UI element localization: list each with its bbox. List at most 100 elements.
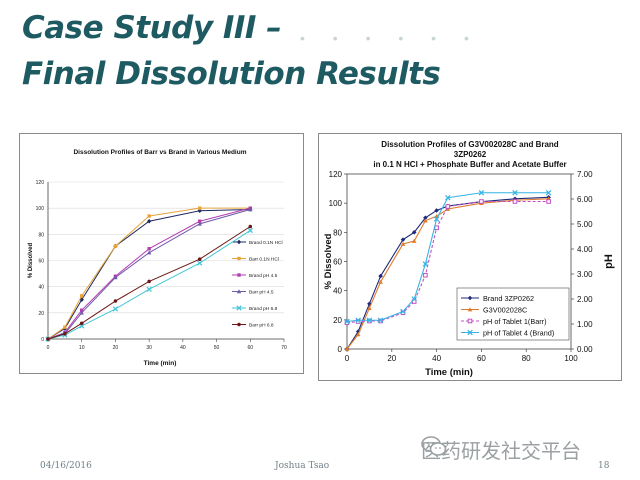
watermark: 医药研发社交平台 (421, 435, 581, 464)
data-point (400, 308, 406, 315)
chart-title-line: in 0.1 N HCl + Phosphate Buffer and Acet… (373, 160, 566, 169)
legend-label: Brand 3ZP0262 (483, 294, 534, 303)
legend-label: Barr 0.1N HCl (249, 257, 279, 263)
data-point (198, 206, 202, 210)
data-point (247, 227, 253, 234)
legend-marker (236, 289, 242, 294)
data-point (512, 199, 518, 204)
x-tick-label: 100 (564, 354, 578, 363)
data-point (423, 218, 428, 223)
legend-label: Barr pH 6.8 (249, 323, 274, 329)
y-axis-label: % Dissolved (28, 242, 34, 278)
y2-tick-label: 3.00 (577, 270, 593, 279)
data-point (248, 207, 253, 212)
legend-marker (467, 329, 473, 336)
y-tick-label: 60 (333, 258, 342, 267)
data-point (445, 204, 451, 209)
chart-panel-barr-vs-brand: Dissolution Profiles of Barr vs Brand in… (19, 133, 304, 374)
x-tick-label: 0 (47, 345, 50, 351)
legend-box (456, 287, 570, 341)
y2-axis-label: pH (603, 254, 615, 269)
legend-label: Brand pH 6.8 (249, 306, 278, 312)
data-point (113, 299, 118, 303)
data-point (63, 332, 67, 336)
chart-title: Dissolution Profiles of Barr vs Brand in… (73, 149, 246, 156)
data-point (248, 224, 253, 229)
series-line (346, 196, 549, 350)
legend-marker (467, 295, 473, 301)
legend-marker (237, 273, 241, 277)
data-point (146, 286, 152, 292)
legend-marker (237, 322, 241, 327)
data-point (113, 275, 118, 280)
data-point (198, 219, 202, 223)
series-line (346, 192, 549, 323)
data-point (344, 318, 350, 325)
data-point (79, 321, 84, 326)
y2-tick-label: 0.00 (577, 345, 593, 354)
wechat-icon (421, 436, 447, 456)
legend-marker (237, 256, 241, 261)
data-point (355, 332, 361, 337)
y-tick-label: 120 (36, 180, 45, 186)
y-tick-label: 40 (38, 285, 44, 291)
y2-tick-label: 2.00 (577, 295, 593, 304)
series-line (47, 208, 251, 340)
data-point (197, 221, 202, 226)
data-point (478, 189, 485, 196)
y-tick-label: 80 (38, 232, 44, 238)
data-point (512, 189, 518, 196)
y-axis-label: % Dissolved (323, 233, 334, 289)
data-point (79, 297, 84, 302)
x-tick-label: 20 (387, 354, 396, 363)
data-point (79, 310, 84, 315)
x-tick-label: 0 (345, 354, 350, 363)
footer-presenter: Joshua Tsao (275, 461, 330, 471)
x-tick-label: 30 (146, 345, 152, 351)
data-point (112, 306, 119, 312)
series-line (47, 208, 251, 340)
footer-date: 04/16/2016 (40, 461, 92, 471)
x-tick-label: 40 (180, 345, 186, 351)
decorative-dots: • • • • • • (300, 30, 481, 46)
data-point (146, 250, 152, 255)
chart-title-line: 3ZP0262 (454, 150, 487, 159)
data-point (400, 237, 406, 242)
data-point (63, 325, 67, 329)
data-point (46, 337, 50, 341)
y-tick-label: 60 (38, 259, 44, 265)
y-tick-label: 100 (36, 206, 45, 212)
y2-tick-label: 4.00 (577, 245, 593, 254)
data-point (434, 225, 439, 231)
slide-title-line2: Final Dissolution Results (22, 56, 441, 92)
data-point (411, 238, 417, 243)
data-point (546, 199, 551, 204)
x-axis-label: Time (min) (425, 367, 473, 378)
data-point (423, 272, 428, 278)
y-tick-label: 40 (333, 287, 342, 296)
legend-label: G3V002028C (483, 306, 527, 315)
legend-marker (236, 305, 242, 311)
y-tick-label: 0 (338, 345, 343, 354)
y2-tick-label: 6.00 (577, 195, 593, 204)
data-point (197, 257, 202, 261)
data-point (400, 241, 406, 246)
data-point (367, 305, 372, 311)
chart-g3v-vs-brand: Dissolution Profiles of G3V002028C and B… (323, 140, 615, 378)
y-tick-label: 20 (333, 316, 342, 325)
series-line (47, 207, 251, 340)
data-point (146, 219, 152, 224)
x-tick-label: 20 (113, 345, 119, 351)
legend-marker (467, 307, 473, 312)
legend-label: Barr pH 4.5 (249, 290, 274, 296)
y2-tick-label: 7.00 (577, 170, 593, 179)
data-point (113, 244, 118, 248)
chart-title-line: Dissolution Profiles of G3V002028C and B… (381, 140, 558, 149)
legend-marker (236, 239, 242, 245)
data-point (545, 189, 552, 196)
data-point (423, 215, 428, 221)
x-tick-label: 80 (522, 354, 531, 363)
chart-panel-g3v-vs-brand: Dissolution Profiles of G3V002028C and B… (318, 133, 622, 381)
plot-frame (346, 173, 572, 350)
data-point (80, 294, 84, 298)
